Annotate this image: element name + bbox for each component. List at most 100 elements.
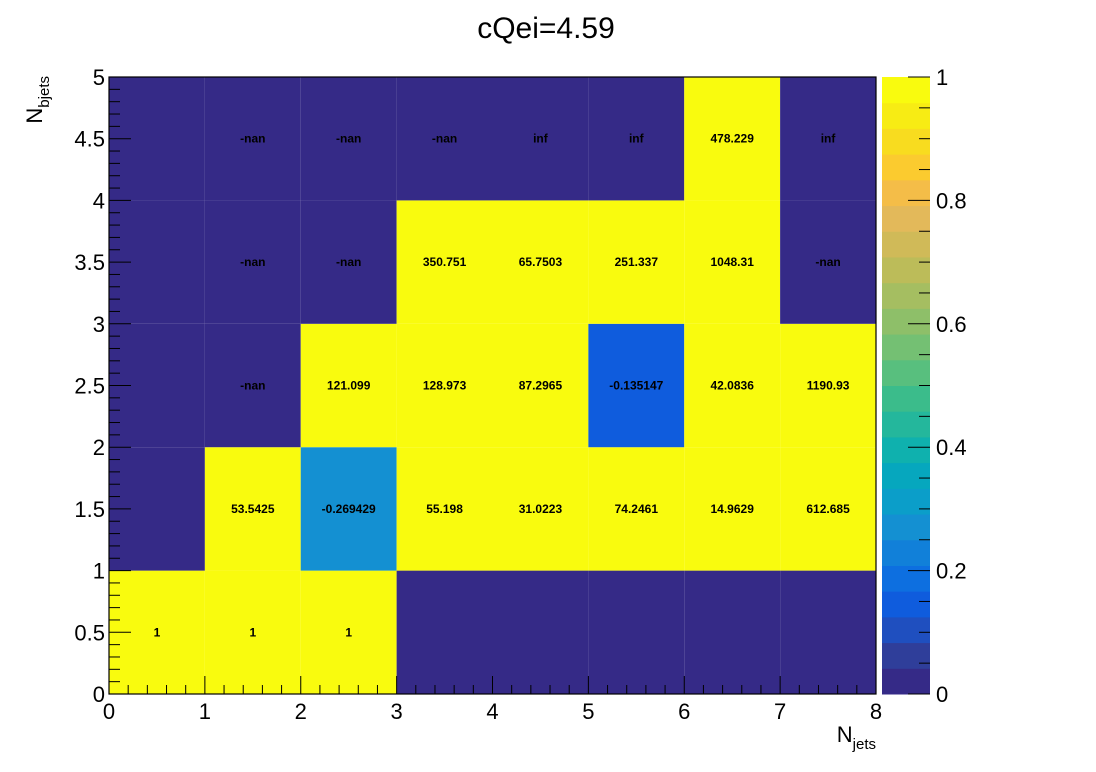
color-scale-swatch — [882, 334, 930, 361]
heatmap-cell — [492, 323, 589, 448]
heatmap-cell — [780, 200, 876, 324]
z-tick-label: 1 — [936, 65, 948, 90]
heatmap-cell — [780, 323, 876, 448]
y-tick-label: 0.5 — [74, 620, 105, 645]
cell-value-label: 612.685 — [806, 502, 850, 516]
y-tick-label: 2 — [93, 435, 105, 460]
x-tick-label: 6 — [678, 699, 690, 724]
color-scale-swatch — [882, 642, 930, 669]
cell-value-label: -0.269429 — [322, 502, 376, 516]
cell-value-label: inf — [821, 132, 837, 146]
y-axis-label-main: N — [22, 108, 47, 124]
heatmap-cell — [396, 77, 493, 201]
cell-value-label: 53.5425 — [231, 502, 275, 516]
heatmap-cell — [780, 570, 876, 694]
cell-value-label: 65.7503 — [519, 255, 563, 269]
color-scale-swatch — [882, 308, 930, 335]
y-tick-label: 1.5 — [74, 497, 105, 522]
color-scale-swatch — [882, 359, 930, 386]
z-tick-label: 0.6 — [936, 312, 967, 337]
heatmap-cell — [300, 77, 397, 201]
x-tick-label: 7 — [774, 699, 786, 724]
z-tick-label: 0.4 — [936, 435, 967, 460]
color-scale-swatch — [882, 154, 930, 181]
cell-value-label: 128.973 — [423, 379, 467, 393]
color-scale-swatch — [882, 128, 930, 155]
heatmap-cell — [684, 323, 781, 448]
y-tick-label: 3 — [93, 312, 105, 337]
cell-value-label: 251.337 — [615, 255, 659, 269]
heatmap-cell — [204, 323, 301, 448]
heatmap-cell — [492, 200, 589, 324]
heatmap-cell-labels: 1 1 1 53.5425 -0.269429 55.198 31.0223 74.2461 1… — [154, 132, 850, 640]
heatmap-cell — [684, 77, 781, 201]
y-tick-label: 5 — [93, 65, 105, 90]
color-scale-swatch — [882, 539, 930, 566]
y-axis: 0 0.5 1 1.5 2 2.5 3 3.5 4 4.5 5 — [74, 65, 131, 707]
color-scale-swatch — [882, 565, 930, 592]
heatmap-cell — [396, 447, 493, 571]
y-tick-label: 2.5 — [74, 374, 105, 399]
x-tick-label: 4 — [486, 699, 498, 724]
heatmap-cell — [300, 323, 397, 448]
cell-value-label: 478.229 — [710, 132, 754, 146]
x-axis-label-sub: jets — [852, 736, 876, 753]
x-tick-label: 5 — [582, 699, 594, 724]
heatmap-cell — [588, 570, 685, 694]
y-tick-label: 3.5 — [74, 250, 105, 275]
heatmap-cell — [684, 200, 781, 324]
color-scale-swatch — [882, 256, 930, 284]
x-axis-label-main: N — [837, 722, 853, 747]
heatmap-cell — [300, 570, 397, 694]
cell-value-label: 14.9629 — [710, 502, 754, 516]
color-scale-swatch — [882, 231, 930, 258]
color-scale-swatch — [882, 282, 930, 309]
color-scale-swatch — [882, 616, 930, 644]
cell-value-label: 42.0836 — [710, 379, 754, 393]
heatmap-cell — [492, 570, 589, 694]
color-scale-swatch — [882, 179, 930, 207]
cell-value-label: 55.198 — [426, 502, 463, 516]
cell-value-label: 1 — [249, 625, 256, 639]
heatmap-cell — [300, 200, 397, 324]
heatmap-cell — [588, 447, 685, 571]
heatmap-cell — [204, 570, 301, 694]
cell-value-label: 87.2965 — [519, 379, 563, 393]
x-tick-label: 0 — [103, 699, 115, 724]
cell-value-label: 1 — [154, 625, 161, 639]
color-scale-swatch — [882, 514, 930, 541]
z-tick-label: 0.8 — [936, 188, 967, 213]
color-scale-swatch — [882, 385, 930, 412]
cell-value-label: -nan — [240, 255, 265, 269]
color-scale-swatch — [882, 77, 930, 104]
chart-title: cQei=4.59 — [477, 12, 615, 45]
cell-value-label: -nan — [815, 255, 840, 269]
color-scale-swatch — [882, 436, 930, 464]
x-tick-label: 8 — [870, 699, 882, 724]
color-scale-swatch — [882, 411, 930, 438]
heatmap-cell — [204, 77, 301, 201]
cell-value-label: -nan — [432, 132, 457, 146]
cell-value-label: 1 — [345, 625, 352, 639]
x-tick-label: 3 — [391, 699, 403, 724]
heatmap-cell — [780, 447, 876, 571]
color-scale-swatch — [882, 591, 930, 618]
heatmap-cell — [588, 77, 685, 201]
color-scale-swatch — [882, 488, 930, 515]
cell-value-label: -nan — [240, 132, 265, 146]
cell-value-label: 1048.31 — [710, 255, 754, 269]
y-axis-label-sub: bjets — [36, 76, 53, 108]
heatmap-cells — [109, 77, 876, 694]
heatmap-cell — [300, 447, 397, 571]
z-tick-label: 0.2 — [936, 559, 967, 584]
y-tick-label: 0 — [93, 682, 105, 707]
heatmap-cell — [780, 77, 876, 201]
heatmap-cell — [684, 570, 781, 694]
heatmap-cell — [492, 77, 589, 201]
color-scale-bar: 0 0.2 0.4 0.6 0.8 1 — [882, 65, 967, 707]
cell-value-label: 121.099 — [327, 379, 371, 393]
cell-value-label: 31.0223 — [519, 502, 563, 516]
cell-value-label: -nan — [240, 379, 265, 393]
